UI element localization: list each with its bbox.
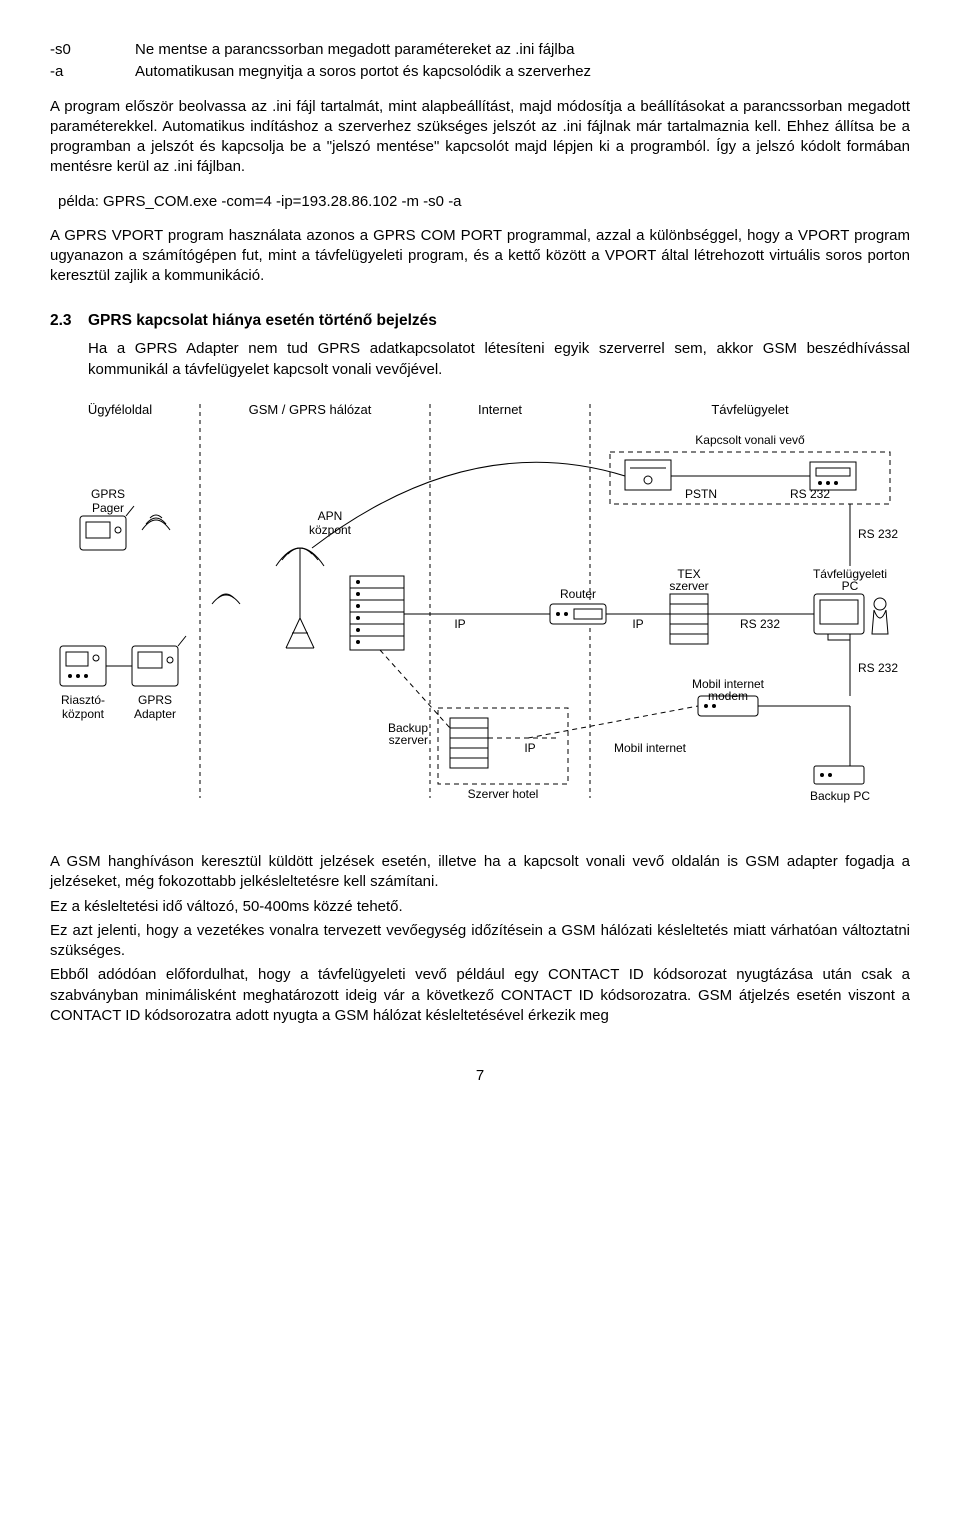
- router-icon: [550, 604, 606, 624]
- paragraph: Ez azt jelenti, hogy a vezetékes vonalra…: [50, 921, 910, 962]
- section-heading: 2.3 GPRS kapcsolat hiánya esetén történő…: [50, 311, 910, 332]
- diagram-label: Kapcsolt vonali vevő: [695, 433, 805, 447]
- diagram-label: IP: [454, 617, 465, 631]
- diagram-label: TEXszerver: [669, 567, 708, 593]
- radio-waves-icon: [212, 594, 240, 604]
- diagram-link-dashed: [528, 706, 698, 738]
- tex-server-icon: [670, 594, 708, 644]
- param-list: -s0 Ne mentse a parancssorban megadott p…: [50, 40, 910, 83]
- cell-tower-icon: [276, 548, 324, 648]
- section-title: GPRS kapcsolat hiánya esetén történő bej…: [88, 311, 910, 332]
- diagram-label: RS 232: [740, 617, 780, 631]
- param-key: -s0: [50, 40, 135, 60]
- diagram-link-dashed: [380, 650, 450, 728]
- example-line: példa: GPRS_COM.exe -com=4 -ip=193.28.86…: [58, 192, 910, 212]
- diagram-label: RS 232: [858, 661, 898, 675]
- diagram-label: Router: [560, 587, 596, 601]
- alarm-panel-icon: [60, 646, 106, 686]
- diagram-label: Mobil internet: [614, 741, 687, 755]
- radio-waves-icon: [142, 515, 170, 530]
- diagram-label: Backupszerver: [388, 721, 428, 747]
- diagram-label: GPRSPager: [91, 487, 125, 515]
- diagram-label: PSTN: [685, 487, 717, 501]
- diagram-label: RS 232: [858, 527, 898, 541]
- diagram-label: Riasztó-központ: [61, 693, 105, 721]
- diagram-header: GSM / GPRS hálózat: [249, 402, 372, 417]
- diagram-label: IP: [632, 617, 643, 631]
- receiver-icon: [810, 462, 856, 490]
- param-row: -s0 Ne mentse a parancssorban megadott p…: [50, 40, 910, 60]
- param-desc: Automatikusan megnyitja a soros portot é…: [135, 62, 910, 82]
- param-row: -a Automatikusan megnyitja a soros porto…: [50, 62, 910, 82]
- paragraph: A GPRS VPORT program használata azonos a…: [50, 226, 910, 287]
- paragraph: Ha a GPRS Adapter nem tud GPRS adatkapcs…: [88, 339, 910, 380]
- diagram-label: GPRSAdapter: [134, 693, 176, 721]
- diagram-label: Szerver hotel: [468, 787, 539, 801]
- diagram-header: Távfelügyelet: [711, 402, 789, 417]
- paragraph: A GSM hanghíváson keresztül küldött jelz…: [50, 852, 910, 893]
- diagram-label: IP: [524, 741, 535, 755]
- network-diagram: Ügyféloldal GSM / GPRS hálózat Internet …: [50, 398, 910, 824]
- diagram-label: APNközpont: [309, 509, 352, 537]
- paragraph: A program először beolvassa az .ini fájl…: [50, 97, 910, 178]
- pstn-device-icon: [625, 460, 671, 490]
- backup-pc-icon: [814, 766, 864, 784]
- backup-server-icon: [450, 718, 488, 768]
- monitoring-pc-icon: [814, 594, 888, 640]
- paragraph: Ez a késleltetési idő változó, 50-400ms …: [50, 897, 910, 917]
- paragraph: Ebből adódóan előfordulhat, hogy a távfe…: [50, 965, 910, 1026]
- diagram-label: TávfelügyeletiPC: [813, 567, 887, 593]
- gprs-adapter-icon: [132, 636, 186, 686]
- param-desc: Ne mentse a parancssorban megadott param…: [135, 40, 910, 60]
- param-key: -a: [50, 62, 135, 82]
- diagram-label: Backup PC: [810, 789, 870, 803]
- diagram-header: Ügyféloldal: [88, 402, 152, 417]
- diagram-header: Internet: [478, 402, 522, 417]
- page-number: 7: [50, 1066, 910, 1086]
- diagram-link: [312, 462, 625, 548]
- server-rack-icon: [350, 576, 404, 650]
- section-number: 2.3: [50, 311, 88, 332]
